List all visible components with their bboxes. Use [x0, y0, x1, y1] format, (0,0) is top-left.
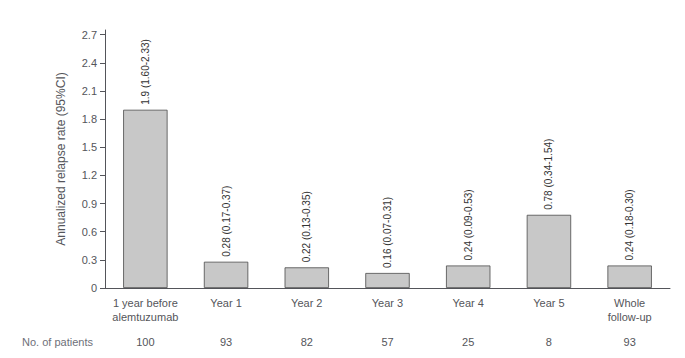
svg-text:57: 57 — [381, 336, 393, 348]
svg-text:Year 3: Year 3 — [372, 297, 403, 309]
svg-text:follow-up: follow-up — [608, 311, 652, 323]
svg-text:2.7: 2.7 — [82, 29, 97, 41]
svg-text:93: 93 — [624, 336, 636, 348]
svg-text:0.24 (0.18-0.30): 0.24 (0.18-0.30) — [624, 189, 635, 260]
svg-text:alemtuzumab: alemtuzumab — [112, 311, 178, 323]
svg-text:0.6: 0.6 — [82, 226, 97, 238]
svg-text:Year 4: Year 4 — [453, 297, 484, 309]
svg-text:0: 0 — [91, 282, 97, 294]
svg-text:Annualized relapse rate (95%CI: Annualized relapse rate (95%CI) — [54, 72, 68, 245]
svg-text:No. of patients: No. of patients — [22, 336, 93, 348]
svg-text:8: 8 — [546, 336, 552, 348]
svg-text:1.5: 1.5 — [82, 141, 97, 153]
svg-text:Year 2: Year 2 — [291, 297, 322, 309]
svg-text:1.8: 1.8 — [82, 113, 97, 125]
svg-text:0.78 (0.34-1.54): 0.78 (0.34-1.54) — [543, 139, 554, 210]
svg-text:1.2: 1.2 — [82, 169, 97, 181]
svg-text:0.24 (0.09-0.53): 0.24 (0.09-0.53) — [463, 189, 474, 260]
svg-text:25: 25 — [462, 336, 474, 348]
svg-text:Year 5: Year 5 — [533, 297, 564, 309]
svg-text:Year 1: Year 1 — [210, 297, 241, 309]
svg-text:0.22 (0.13-0.35): 0.22 (0.13-0.35) — [301, 191, 312, 262]
svg-text:82: 82 — [301, 336, 313, 348]
svg-text:93: 93 — [220, 336, 232, 348]
svg-text:0.9: 0.9 — [82, 198, 97, 210]
svg-text:Whole: Whole — [614, 297, 645, 309]
svg-text:1 year before: 1 year before — [113, 297, 178, 309]
svg-text:100: 100 — [136, 336, 154, 348]
svg-text:0.28 (0.17-0.37): 0.28 (0.17-0.37) — [221, 186, 232, 257]
svg-text:2.1: 2.1 — [82, 85, 97, 97]
svg-text:0.16 (0.07-0.31): 0.16 (0.07-0.31) — [382, 197, 393, 268]
svg-text:2.4: 2.4 — [82, 57, 97, 69]
svg-text:0.3: 0.3 — [82, 254, 97, 266]
svg-text:1.9 (1.60-2.33): 1.9 (1.60-2.33) — [140, 39, 151, 105]
